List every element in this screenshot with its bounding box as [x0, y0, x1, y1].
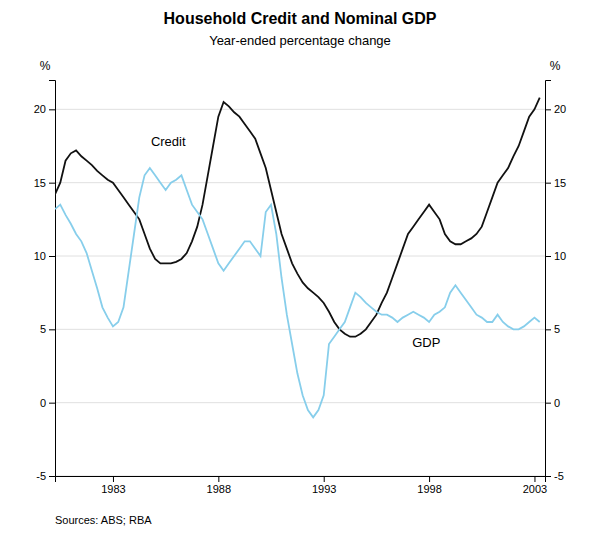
y-axis: -5 0 5 10 15 20: [34, 81, 56, 483]
tick: 15: [34, 177, 55, 189]
tick-mark: [545, 183, 551, 184]
tick-label: 15: [554, 177, 566, 189]
grid-line: [55, 256, 545, 257]
tick-mark: [545, 256, 551, 257]
grid: [55, 109, 545, 476]
tick-label: -5: [554, 470, 564, 482]
axis-line: [56, 477, 546, 483]
tick-mark: [49, 256, 55, 257]
y-axis-label: %: [40, 59, 51, 73]
tick: 2003: [523, 476, 547, 495]
tick-mark: [545, 329, 551, 330]
tick-label: 1998: [417, 483, 441, 495]
subtitle: Year-ended percentage change: [209, 33, 391, 48]
tick-mark: [49, 183, 55, 184]
grid-line: [55, 109, 545, 110]
tick: 1998: [417, 476, 441, 495]
tick: 5: [40, 323, 55, 335]
grid-line: [55, 402, 545, 403]
tick-mark: [49, 476, 55, 477]
axis-line: [49, 81, 56, 477]
tick-mark: [545, 109, 551, 110]
annotation: Credit: [151, 134, 186, 149]
tick: 20: [545, 103, 566, 115]
chart: 1983 1988 1993 1998 2003 -5 0 5 10 15 20 -5 0 5 10 15 20…: [0, 0, 600, 536]
tick-label: 0: [40, 397, 46, 409]
x-axis: 1983 1988 1993 1998 2003: [56, 476, 548, 495]
tick: 20: [34, 103, 55, 115]
tick-mark: [324, 476, 325, 482]
title: Household Credit and Nominal GDP: [164, 10, 437, 27]
tick-label: 20: [554, 103, 566, 115]
tick-mark: [429, 476, 430, 482]
tick: 10: [34, 250, 55, 262]
tick-mark: [545, 403, 551, 404]
tick-label: 15: [34, 177, 46, 189]
y2-axis-label: %: [550, 59, 561, 73]
tick-mark: [49, 403, 55, 404]
tick: -5: [36, 470, 55, 482]
tick-mark: [534, 476, 535, 482]
tick-label: 10: [34, 250, 46, 262]
line: [55, 168, 540, 417]
grid-line: [55, 329, 545, 330]
grid-line: [55, 182, 545, 183]
tick-label: 0: [554, 397, 560, 409]
tick-label: 1983: [101, 483, 125, 495]
tick: 10: [545, 250, 566, 262]
tick: 0: [545, 397, 560, 409]
tick-mark: [49, 109, 55, 110]
tick: 1988: [207, 476, 231, 495]
y2-axis: -5 0 5 10 15 20: [545, 81, 566, 483]
tick-label: 5: [40, 323, 46, 335]
tick-label: 10: [554, 250, 566, 262]
tick: 1983: [101, 476, 125, 495]
tick: 1993: [312, 476, 336, 495]
tick-mark: [113, 476, 114, 482]
tick: 15: [545, 177, 566, 189]
tick-label: 1993: [312, 483, 336, 495]
tick: -5: [545, 470, 564, 482]
tick-label: 2003: [523, 483, 547, 495]
axis-line: [546, 81, 552, 477]
tick: 5: [545, 323, 560, 335]
tick-label: -5: [36, 470, 46, 482]
tick: 0: [40, 397, 55, 409]
annotation: GDP: [412, 335, 440, 350]
tick-mark: [218, 476, 219, 482]
tick-label: 5: [554, 323, 560, 335]
tick-mark: [545, 476, 551, 477]
tick-mark: [49, 329, 55, 330]
tick-label: 1988: [207, 483, 231, 495]
source: Sources: ABS; RBA: [55, 514, 152, 526]
tick-label: 20: [34, 103, 46, 115]
plot-area: [55, 98, 540, 418]
